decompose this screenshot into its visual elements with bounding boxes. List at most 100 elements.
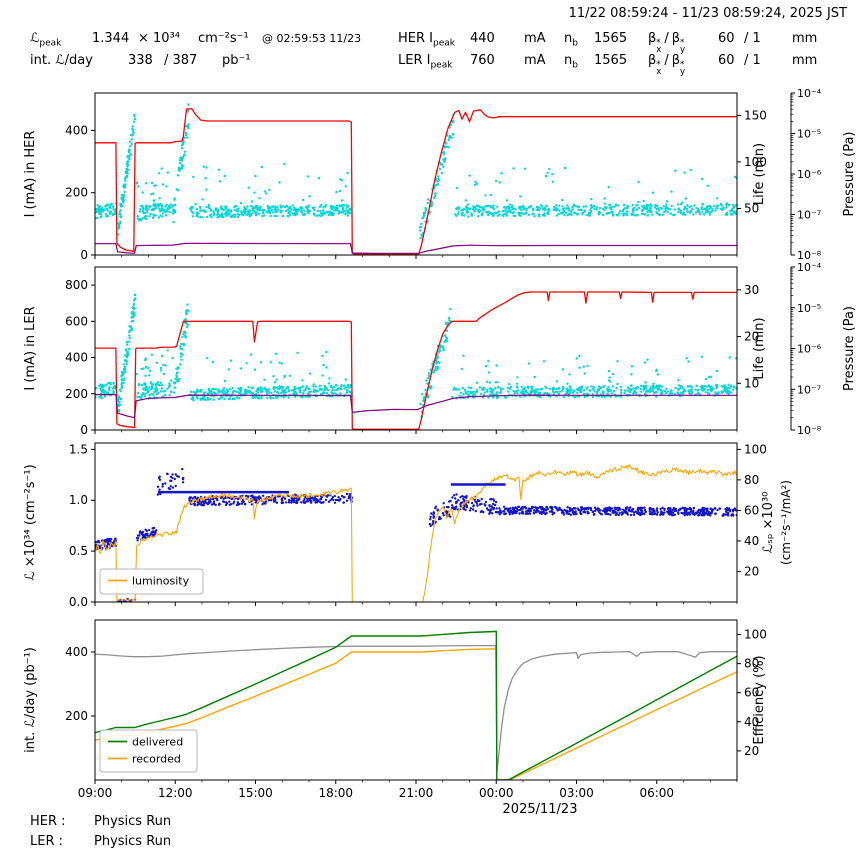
lpeak-timestamp: @ 02:59:53 11/23 bbox=[262, 32, 362, 45]
svg-text:200: 200 bbox=[65, 709, 88, 723]
svg-text:100: 100 bbox=[744, 155, 767, 169]
svg-text:I (mA) in LER: I (mA) in LER bbox=[23, 306, 38, 390]
svg-text:10⁻⁷: 10⁻⁷ bbox=[797, 209, 821, 222]
svg-text:200: 200 bbox=[65, 186, 88, 200]
panel-axes: 0 200 400 600 800 10 20 30 10⁻⁴ 10⁻⁵ 10⁻⁶ 10⁻⁷ 10⁻⁸ bbox=[65, 261, 822, 437]
svg-text:00:00: 00:00 bbox=[479, 786, 514, 800]
panel-her: 0 200 400 50 100 150 10⁻⁴ 10⁻⁵ 10⁻⁶ 10⁻⁷ 10⁻⁸ Press… bbox=[23, 87, 857, 262]
panel-axes: 0 200 400 50 100 150 10⁻⁴ 10⁻⁵ 10⁻⁶ 10⁻⁷ 10⁻⁸ bbox=[65, 87, 822, 262]
svg-text:ℒ ×10³⁴ (cm⁻²s⁻¹): ℒ ×10³⁴ (cm⁻²s⁻¹) bbox=[23, 464, 38, 580]
her-status-value: Physics Run bbox=[94, 814, 172, 829]
her-ipeak-subscript: peak bbox=[433, 38, 455, 49]
svg-text:10⁻⁶: 10⁻⁶ bbox=[797, 168, 822, 181]
svg-text:10⁻⁵: 10⁻⁵ bbox=[797, 128, 821, 141]
her-nb-subscript: b bbox=[572, 38, 578, 49]
her-beta-y-scripts: * y bbox=[680, 38, 686, 55]
her-ring-label: HER I bbox=[398, 31, 433, 46]
svg-text:ℒₛₚ ×10³⁰: ℒₛₚ ×10³⁰ bbox=[761, 492, 776, 554]
ler-beta-y-scripts: * y bbox=[680, 60, 686, 77]
series-efficiency bbox=[95, 644, 737, 772]
her-beta-y-symbol: β bbox=[671, 31, 681, 46]
svg-text:10⁻⁴: 10⁻⁴ bbox=[797, 261, 822, 274]
svg-text:20: 20 bbox=[744, 330, 759, 344]
svg-text:0.0: 0.0 bbox=[69, 595, 88, 609]
svg-text:800: 800 bbox=[65, 278, 88, 292]
panel-luminosity: 0.0 0.5 1.0 1.5 20 40 60 80 100 ℒ ×10³⁴ (cm⁻²s⁻¹)… bbox=[23, 442, 793, 609]
ler-beta-label: β * x / β * y bbox=[648, 53, 718, 76]
header-right: HER Ipeak 440 mA nb 1565 β * x / β * y 60 / 1 … bbox=[398, 31, 817, 76]
svg-text:(cm⁻²s⁻¹/mA²): (cm⁻²s⁻¹/mA²) bbox=[779, 480, 793, 565]
lpeak-subscript: peak bbox=[39, 38, 62, 49]
svg-text:delivered: delivered bbox=[132, 736, 183, 749]
svg-text:int. ℒ/day (pb⁻¹): int. ℒ/day (pb⁻¹) bbox=[23, 647, 38, 753]
her-status-row: HER : Physics Run bbox=[30, 814, 171, 834]
svg-text:10⁻⁷: 10⁻⁷ bbox=[797, 383, 821, 396]
lpeak-label: ℒpeak bbox=[30, 31, 92, 49]
her-beta-value: 60 bbox=[718, 31, 735, 46]
series-her-beam-current bbox=[95, 107, 737, 255]
svg-text:1.0: 1.0 bbox=[69, 493, 88, 507]
svg-text:60: 60 bbox=[744, 503, 759, 517]
svg-text:40: 40 bbox=[744, 534, 759, 548]
svg-text:Life (min): Life (min) bbox=[752, 143, 767, 205]
integrated-luminosity-row: int. ℒ/day 338 / 387 pb⁻¹ bbox=[30, 53, 361, 75]
svg-text:20: 20 bbox=[744, 744, 759, 758]
panel-series bbox=[95, 291, 737, 430]
intlum-label: int. ℒ/day bbox=[30, 53, 93, 68]
series-ler-pressure bbox=[95, 394, 737, 419]
svg-text:20: 20 bbox=[744, 564, 759, 578]
ler-ring-label: LER I bbox=[398, 53, 431, 68]
svg-text:Pressure (Pa): Pressure (Pa) bbox=[842, 131, 857, 216]
panel-axes: 0.0 0.5 1.0 1.5 20 40 60 80 100 bbox=[69, 442, 767, 609]
svg-text:12:00: 12:00 bbox=[158, 786, 193, 800]
svg-text:40: 40 bbox=[744, 715, 759, 729]
svg-text:30: 30 bbox=[744, 283, 759, 297]
svg-text:0: 0 bbox=[80, 423, 88, 437]
intlum-unit: pb⁻¹ bbox=[222, 53, 251, 68]
ler-beta-value-y: / 1 bbox=[744, 53, 761, 68]
her-beta-label: β * x / β * y bbox=[648, 31, 718, 54]
intlum-recorded-value: 338 bbox=[128, 53, 153, 68]
ler-ipeak-unit: mA bbox=[524, 53, 546, 68]
ler-beta-x-symbol: β bbox=[648, 53, 657, 68]
time-range-title: 11/22 08:59:24 - 11/23 08:59:24, 2025 JS… bbox=[568, 6, 847, 21]
ler-beta-value: 60 bbox=[718, 53, 735, 68]
svg-text:0.5: 0.5 bbox=[69, 544, 88, 558]
svg-text:I (mA) in HER: I (mA) in HER bbox=[23, 131, 38, 218]
svg-text:80: 80 bbox=[744, 657, 759, 671]
ler-nb-symbol: n bbox=[564, 53, 573, 68]
her-params-row: HER Ipeak 440 mA nb 1565 β * x / β * y 60 / 1 … bbox=[398, 31, 817, 54]
svg-text:Pressure (Pa): Pressure (Pa) bbox=[842, 306, 857, 391]
svg-text:2025/11/23: 2025/11/23 bbox=[503, 802, 578, 817]
svg-text:1.5: 1.5 bbox=[69, 442, 88, 456]
ler-beta-x-scripts: * x bbox=[656, 60, 662, 77]
series-her-lifetime bbox=[95, 103, 737, 240]
header-left: ℒpeak 1.344 × 10³⁴ cm⁻²s⁻¹ @ 02:59:53 11… bbox=[30, 31, 361, 75]
ler-status-value: Physics Run bbox=[94, 834, 172, 849]
svg-text:luminosity: luminosity bbox=[132, 575, 190, 588]
svg-text:400: 400 bbox=[65, 645, 88, 659]
svg-text:100: 100 bbox=[744, 442, 767, 456]
svg-text:400: 400 bbox=[65, 123, 88, 137]
svg-text:100: 100 bbox=[744, 628, 767, 642]
legend: delivered recorded bbox=[99, 729, 198, 773]
series-ler-lifetime bbox=[95, 293, 737, 419]
svg-text:600: 600 bbox=[65, 314, 88, 328]
panel-integrated: 200 400 20 40 60 80 100 09:00 12:00 15:00 18:00 21:… bbox=[23, 619, 767, 817]
ler-beta-y-symbol: β bbox=[671, 53, 681, 68]
ler-nb-value: 1565 bbox=[594, 53, 628, 68]
her-beta-x-symbol: β bbox=[648, 31, 657, 46]
her-ipeak-label: HER Ipeak bbox=[398, 31, 470, 49]
her-nb-value: 1565 bbox=[594, 31, 628, 46]
svg-text:50: 50 bbox=[744, 201, 759, 215]
svg-text:recorded: recorded bbox=[132, 753, 181, 766]
svg-text:0: 0 bbox=[80, 248, 88, 262]
series-luminosity bbox=[95, 464, 737, 602]
panel-series bbox=[95, 103, 737, 255]
svg-text:18:00: 18:00 bbox=[318, 786, 353, 800]
ler-params-row: LER Ipeak 760 mA nb 1565 β * x / β * y 60 / 1 … bbox=[398, 53, 817, 76]
svg-text:10⁻⁴: 10⁻⁴ bbox=[797, 87, 822, 100]
svg-text:400: 400 bbox=[65, 351, 88, 365]
